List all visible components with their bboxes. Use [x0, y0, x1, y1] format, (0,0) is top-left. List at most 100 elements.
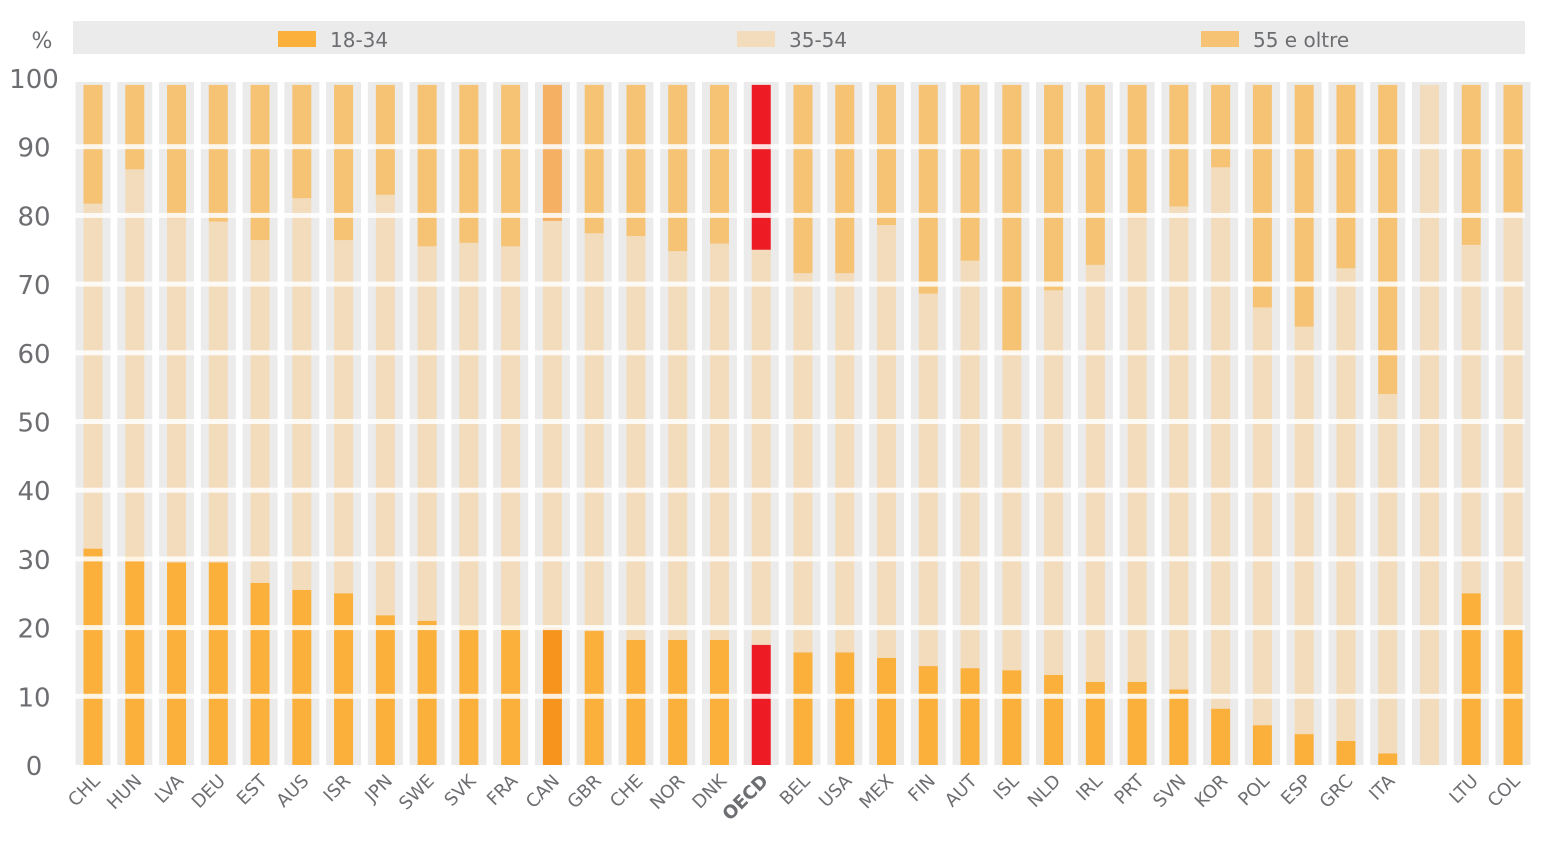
y-tick-label: 80 — [17, 202, 50, 232]
gridline — [73, 487, 1525, 493]
x-tick-label: JPN — [360, 771, 397, 808]
bar-MEX-35-54 — [877, 225, 897, 658]
x-tick-label: AUS — [272, 771, 313, 812]
x-tick-label: ESP — [1277, 771, 1316, 810]
y-tick-label: 100 — [9, 65, 59, 95]
bar-HUN-18-34 — [125, 556, 145, 765]
bar-AUS-18-34 — [292, 589, 312, 765]
bar-LVA-18-34 — [167, 562, 187, 765]
bar-DNK-18-34 — [709, 639, 729, 765]
x-tick-label: OECD — [719, 771, 773, 825]
bar-OECD-55-e-oltre — [751, 84, 771, 250]
bar-ISL-18-34 — [1002, 670, 1022, 765]
x-tick-label: SVK — [440, 770, 481, 811]
bar-CHE-55-e-oltre — [626, 84, 646, 237]
legend-swatch — [1201, 31, 1239, 47]
x-tick-label: MEX — [855, 771, 898, 814]
gridline — [73, 281, 1525, 287]
bar-KOR-18-34 — [1211, 708, 1231, 765]
bar-EST-35-54 — [250, 240, 270, 583]
bar-KOR-55-e-oltre — [1211, 84, 1231, 168]
legend-swatch — [278, 31, 316, 47]
bar-SWE-55-e-oltre — [417, 84, 437, 247]
x-tick-label: GRC — [1316, 771, 1358, 813]
legend-label: 35-54 — [789, 28, 847, 52]
bar-GRC-55-e-oltre — [1336, 84, 1356, 269]
bar-ESP-55-e-oltre — [1294, 84, 1314, 327]
bar-USA-35-54 — [835, 273, 855, 653]
bar-ITA-18-34 — [1378, 753, 1398, 765]
bar-FRA-35-54 — [501, 246, 521, 625]
bar-ITA-55-e-oltre — [1378, 84, 1398, 395]
x-tick-label: USA — [815, 770, 857, 812]
x-tick-label: CHL — [64, 771, 104, 811]
bar-ESP-18-34 — [1294, 734, 1314, 765]
bar-FIN-55-e-oltre — [918, 84, 938, 294]
bar-JPN-18-34 — [375, 615, 395, 765]
x-tick-label: IRL — [1072, 771, 1107, 806]
x-tick-label: LTU — [1445, 771, 1482, 808]
y-tick-label: 90 — [17, 134, 50, 164]
x-tick-label: GBR — [563, 771, 605, 813]
bar-LTU-18-34 — [1461, 593, 1481, 765]
bar-CHE-35-54 — [626, 236, 646, 640]
gridline — [73, 144, 1525, 150]
bar-blank-35-54 — [1419, 84, 1439, 766]
bar-DEU-55-e-oltre — [208, 84, 228, 222]
bar-ESP-35-54 — [1294, 326, 1314, 735]
x-tick-label: FIN — [904, 771, 939, 806]
bar-AUT-55-e-oltre — [960, 84, 980, 261]
x-tick-label: DEU — [188, 771, 230, 813]
x-tick-label: EST — [233, 770, 272, 809]
bar-FRA-55-e-oltre — [501, 84, 521, 247]
bar-DNK-35-54 — [709, 243, 729, 640]
bar-SVN-35-54 — [1169, 206, 1189, 690]
x-tick-label: POL — [1234, 771, 1274, 811]
x-tick-label: NOR — [646, 771, 689, 814]
bar-GBR-35-54 — [584, 233, 604, 632]
bar-LTU-55-e-oltre — [1461, 84, 1481, 245]
bar-DNK-55-e-oltre — [709, 84, 729, 244]
bar-BEL-55-e-oltre — [793, 84, 813, 274]
x-tick-label: LVA — [151, 770, 189, 808]
legend-swatch — [737, 31, 775, 47]
bar-CAN-55-e-oltre — [542, 84, 562, 221]
x-tick-label: SVN — [1149, 771, 1190, 812]
bar-IRL-18-34 — [1085, 681, 1105, 765]
y-tick-label: 30 — [17, 546, 50, 576]
bar-CHL-35-54 — [83, 203, 103, 549]
bar-DEU-35-54 — [208, 221, 228, 563]
bar-POL-55-e-oltre — [1252, 84, 1272, 308]
bar-NLD-18-34 — [1044, 675, 1064, 765]
bar-AUT-35-54 — [960, 260, 980, 669]
y-tick-label: 40 — [17, 477, 50, 507]
bar-JPN-55-e-oltre — [375, 84, 395, 195]
bar-MEX-55-e-oltre — [877, 84, 897, 226]
bar-MEX-18-34 — [877, 657, 897, 765]
bar-BEL-35-54 — [793, 273, 813, 653]
bar-BEL-18-34 — [793, 652, 813, 765]
x-tick-label: COL — [1484, 771, 1525, 812]
x-tick-label: SWE — [395, 771, 439, 815]
x-tick-label: CAN — [522, 771, 564, 813]
bar-PRT-35-54 — [1127, 218, 1147, 682]
gridline — [73, 625, 1525, 631]
x-tick-label: AUT — [941, 770, 982, 811]
gridline — [73, 419, 1525, 424]
y-tick-label: 20 — [17, 615, 50, 645]
bar-JPN-35-54 — [375, 194, 395, 616]
bar-ISR-35-54 — [334, 240, 354, 594]
bar-ISL-35-54 — [1002, 352, 1022, 671]
x-tick-label: ISL — [990, 771, 1024, 805]
bar-ISL-55-e-oltre — [1002, 84, 1022, 353]
bar-SWE-35-54 — [417, 246, 437, 621]
bar-AUS-35-54 — [292, 198, 312, 590]
gridline — [73, 556, 1525, 562]
bar-GRC-18-34 — [1336, 740, 1356, 765]
bar-NOR-18-34 — [668, 639, 688, 765]
y-tick-label: 70 — [17, 271, 50, 301]
bar-OECD-18-34 — [751, 644, 771, 765]
bar-FIN-18-34 — [918, 666, 938, 765]
